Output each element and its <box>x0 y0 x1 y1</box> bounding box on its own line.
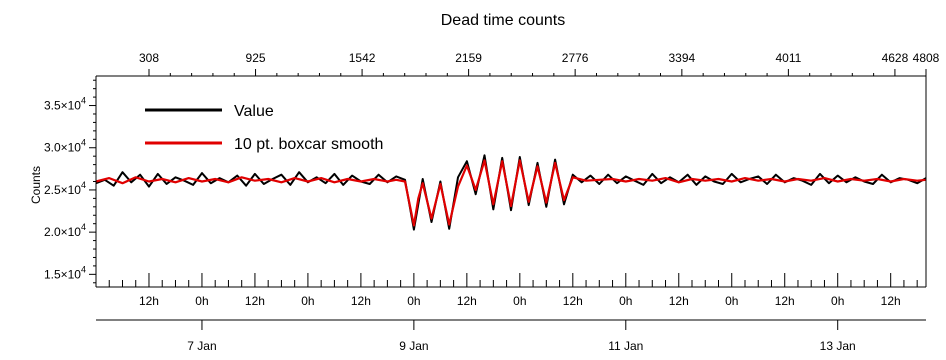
top-axis: 308 925 1542 2159 2776 3394 4011 4628 4808 <box>139 51 940 76</box>
left-axis: 1.5×104 2.0×104 2.5×104 3.0×104 3.5×104 <box>44 79 96 284</box>
hour-tick-label: 12h <box>457 294 477 308</box>
hour-tick-label: 0h <box>513 294 526 308</box>
hour-tick-label: 0h <box>619 294 632 308</box>
hour-tick-label: 0h <box>195 294 208 308</box>
y-tick-label: 3.5×104 <box>44 96 86 113</box>
bottom-axis: 12h 0h 12h 0h 12h 0h 12h 0h 12h 0h 12h 0h 12h 0h 12h 7 … <box>95 273 926 353</box>
top-tick-label: 2159 <box>455 51 482 65</box>
day-tick-label: 13 Jan <box>820 339 856 353</box>
series-layer <box>95 154 927 231</box>
top-tick-label: 4808 <box>913 51 940 65</box>
top-tick-label: 308 <box>139 51 159 65</box>
y-tick-label: 2.5×104 <box>44 180 86 197</box>
top-tick-label: 2776 <box>562 51 589 65</box>
top-tick-label: 1542 <box>349 51 376 65</box>
top-tick-label: 4628 <box>882 51 909 65</box>
hour-tick-label: 0h <box>301 294 314 308</box>
hour-tick-label: 12h <box>351 294 371 308</box>
hour-tick-label: 0h <box>725 294 738 308</box>
hour-tick-label: 12h <box>775 294 795 308</box>
series-line-value <box>95 154 927 231</box>
hour-tick-label: 12h <box>669 294 689 308</box>
day-tick-label: 7 Jan <box>187 339 216 353</box>
y-tick-label: 2.0×104 <box>44 222 86 239</box>
top-tick-label: 3394 <box>669 51 696 65</box>
hour-tick-label: 12h <box>245 294 265 308</box>
hour-tick-label: 12h <box>139 294 159 308</box>
plot-frame <box>95 75 927 288</box>
legend-label-1: Value <box>234 103 274 120</box>
y-axis-title: Counts <box>29 166 43 204</box>
y-tick-label: 1.5×104 <box>44 264 86 281</box>
top-tick-label: 4011 <box>775 51 801 65</box>
chart-title: Dead time counts <box>441 12 566 29</box>
hour-tick-label: 0h <box>831 294 844 308</box>
hour-tick-label: 12h <box>881 294 901 308</box>
hour-tick-label: 0h <box>407 294 420 308</box>
day-tick-label: 9 Jan <box>399 339 428 353</box>
legend: Value 10 pt. boxcar smooth <box>145 103 383 153</box>
legend-label-2: 10 pt. boxcar smooth <box>234 136 383 153</box>
top-tick-label: 925 <box>246 51 266 65</box>
y-tick-label: 3.0×104 <box>44 138 86 155</box>
series-line-boxcar-smooth <box>95 159 927 227</box>
day-tick-label: 11 Jan <box>608 339 643 353</box>
hour-tick-label: 12h <box>563 294 583 308</box>
